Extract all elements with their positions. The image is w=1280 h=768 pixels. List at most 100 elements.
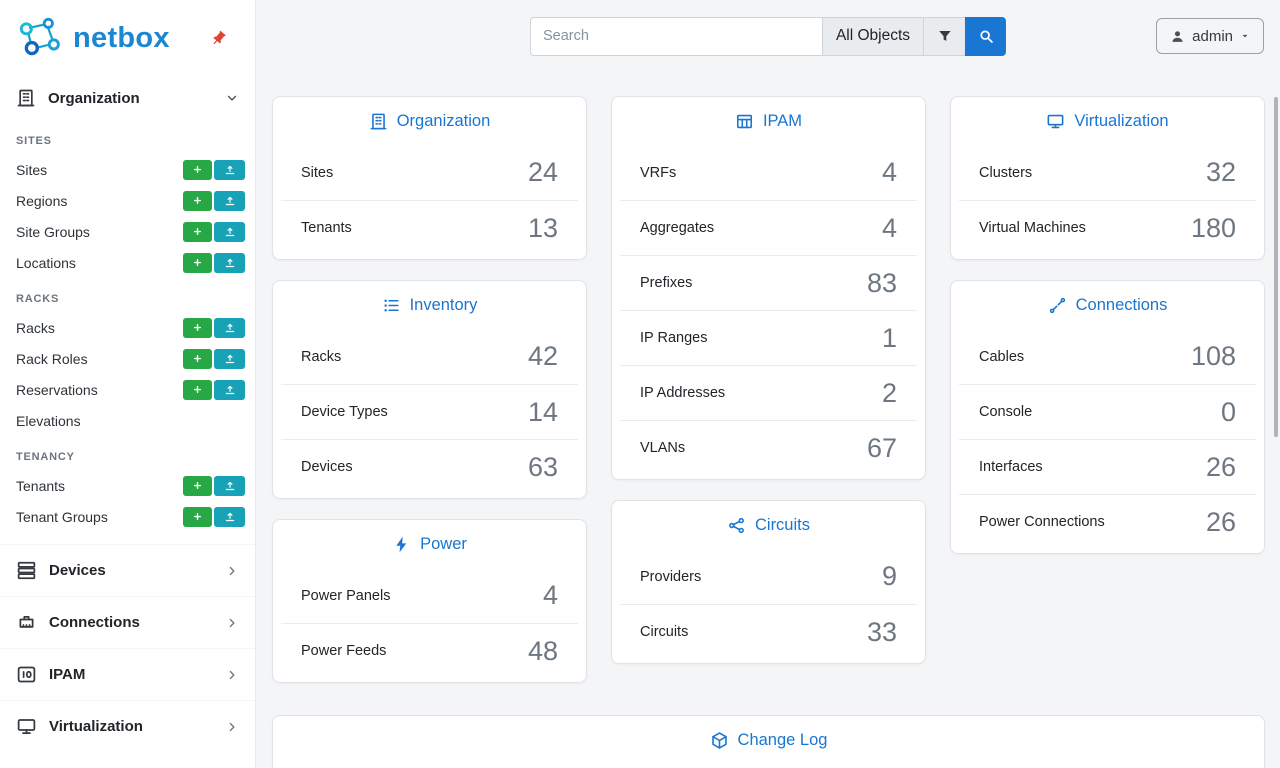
stat-row-prefixes[interactable]: Prefixes 83: [620, 255, 917, 310]
stat-value: 33: [866, 616, 897, 647]
import-button[interactable]: [214, 506, 245, 527]
stat-row-circuits[interactable]: Circuits 33: [620, 604, 917, 659]
sidebar-group-virtualization[interactable]: Virtualization: [0, 700, 255, 752]
card-inventory: Inventory Racks 42 Device Types 14 Devices 63: [272, 280, 587, 499]
organization-subnav: SITES Sites Regions Site Groups Locations RAC…: [0, 120, 255, 532]
sidebar-section-heading: RACKS: [16, 293, 60, 305]
netbox-logo[interactable]: [16, 16, 66, 60]
card-title: Inventory: [273, 281, 586, 329]
import-button[interactable]: [214, 379, 245, 400]
card-rows: Racks 42 Device Types 14 Devices 63: [273, 329, 586, 498]
card-power: Power Power Panels 4 Power Feeds 48: [272, 519, 587, 683]
stat-label: Virtual Machines: [979, 220, 1086, 236]
sidebar-group-devices[interactable]: Devices: [0, 544, 255, 596]
stat-row-cables[interactable]: Cables 108: [959, 329, 1256, 384]
stat-row-providers[interactable]: Providers 9: [620, 549, 917, 604]
import-button[interactable]: [214, 252, 245, 273]
stat-row-tenants[interactable]: Tenants 13: [281, 200, 578, 255]
import-button[interactable]: [214, 317, 245, 338]
item-actions: [183, 317, 245, 338]
add-button[interactable]: [183, 379, 212, 400]
card-title-text: IPAM: [762, 111, 803, 130]
sidebar-item-label: Tenant Groups: [16, 508, 108, 525]
import-button[interactable]: [214, 159, 245, 180]
sidebar-item-label: Sites: [16, 161, 48, 178]
stat-value: 4: [881, 157, 897, 187]
card-title: Connections: [951, 281, 1264, 329]
sidebar-nav: Organization SITES Sites Regions Site Group…: [0, 76, 255, 752]
sidebar-item-elevations[interactable]: Elevations: [0, 405, 255, 436]
pin-icon[interactable]: [210, 30, 227, 47]
sidebar-group-ipam[interactable]: IPAM: [0, 648, 255, 700]
stat-row-sites[interactable]: Sites 24: [281, 145, 578, 200]
stat-row-clusters[interactable]: Clusters 32: [959, 145, 1256, 200]
stat-label: IP Addresses: [640, 385, 726, 401]
stat-row-ip-addresses[interactable]: IP Addresses 2: [620, 365, 917, 420]
stat-value: 0: [1220, 396, 1236, 427]
stat-row-racks[interactable]: Racks 42: [281, 329, 578, 384]
sidebar-item-sites[interactable]: Sites: [0, 154, 255, 185]
add-button[interactable]: [183, 159, 212, 180]
card-title: Circuits: [612, 501, 925, 549]
stat-value: 13: [527, 212, 558, 243]
share-icon: [727, 516, 746, 535]
ipam-icon: [16, 664, 37, 685]
caret-down-icon: [1240, 31, 1250, 41]
sidebar-item-site-groups[interactable]: Site Groups: [0, 216, 255, 247]
stat-label: Prefixes: [640, 275, 693, 291]
sidebar-item-tenants[interactable]: Tenants: [0, 470, 255, 501]
stat-row-ip-ranges[interactable]: IP Ranges 1: [620, 310, 917, 365]
filter-icon: [937, 28, 953, 44]
sidebar-item-reservations[interactable]: Reservations: [0, 374, 255, 405]
card-title: Power: [273, 520, 586, 568]
sidebar-item-locations[interactable]: Locations: [0, 247, 255, 278]
stat-value: 4: [881, 212, 897, 243]
brand-name[interactable]: netbox: [73, 21, 170, 54]
add-button[interactable]: [183, 475, 212, 496]
import-button[interactable]: [214, 221, 245, 242]
item-actions: [183, 190, 245, 211]
stat-value: 63: [527, 451, 558, 482]
stat-label: VLANs: [640, 440, 686, 456]
stat-row-device-types[interactable]: Device Types 14: [281, 384, 578, 439]
stat-label: Devices: [301, 459, 353, 475]
stat-row-virtual-machines[interactable]: Virtual Machines 180: [959, 200, 1256, 255]
stat-label: Device Types: [301, 404, 388, 420]
sidebar-item-racks[interactable]: Racks: [0, 312, 255, 343]
stat-row-interfaces[interactable]: Interfaces 26: [959, 439, 1256, 494]
sidebar-group-label: Devices: [49, 562, 106, 579]
main-area: All Objects admin OrganizationSites24Ten…: [256, 0, 1280, 768]
scrollbar-thumb[interactable]: [1274, 97, 1278, 437]
import-button[interactable]: [214, 348, 245, 369]
add-button[interactable]: [183, 252, 212, 273]
add-button[interactable]: [183, 317, 212, 338]
sidebar-item-tenant-groups[interactable]: Tenant Groups: [0, 501, 255, 532]
dashboard: Organization Sites 24 Tenants 13 Inventory Rac…: [256, 72, 1280, 768]
import-button[interactable]: [214, 475, 245, 496]
filter-button[interactable]: [923, 16, 966, 56]
stat-row-power-feeds[interactable]: Power Feeds 48: [281, 623, 578, 678]
stat-row-vlans[interactable]: VLANs 67: [620, 420, 917, 475]
add-button[interactable]: [183, 506, 212, 527]
stat-row-vrfs[interactable]: VRFs 4: [620, 145, 917, 200]
stat-row-devices[interactable]: Devices 63: [281, 439, 578, 494]
sidebar-group-connections[interactable]: Connections: [0, 596, 255, 648]
stat-row-aggregates[interactable]: Aggregates 4: [620, 200, 917, 255]
search-input[interactable]: [529, 16, 822, 56]
stat-row-console[interactable]: Console 0: [959, 384, 1256, 439]
stat-row-power-panels[interactable]: Power Panels 4: [281, 568, 578, 623]
card-title-text: Connections: [1075, 295, 1168, 314]
sidebar-item-rack-roles[interactable]: Rack Roles: [0, 343, 255, 374]
chevron-down-icon: [225, 91, 239, 105]
sidebar-group-organization[interactable]: Organization: [0, 76, 255, 120]
user-menu-button[interactable]: admin: [1156, 18, 1264, 54]
add-button[interactable]: [183, 221, 212, 242]
sidebar-section-heading: SITES: [16, 135, 52, 147]
add-button[interactable]: [183, 190, 212, 211]
import-button[interactable]: [214, 190, 245, 211]
sidebar-item-regions[interactable]: Regions: [0, 185, 255, 216]
search-button[interactable]: [965, 16, 1007, 56]
stat-row-power-connections[interactable]: Power Connections 26: [959, 494, 1256, 549]
add-button[interactable]: [183, 348, 212, 369]
object-type-button[interactable]: All Objects: [821, 16, 924, 56]
